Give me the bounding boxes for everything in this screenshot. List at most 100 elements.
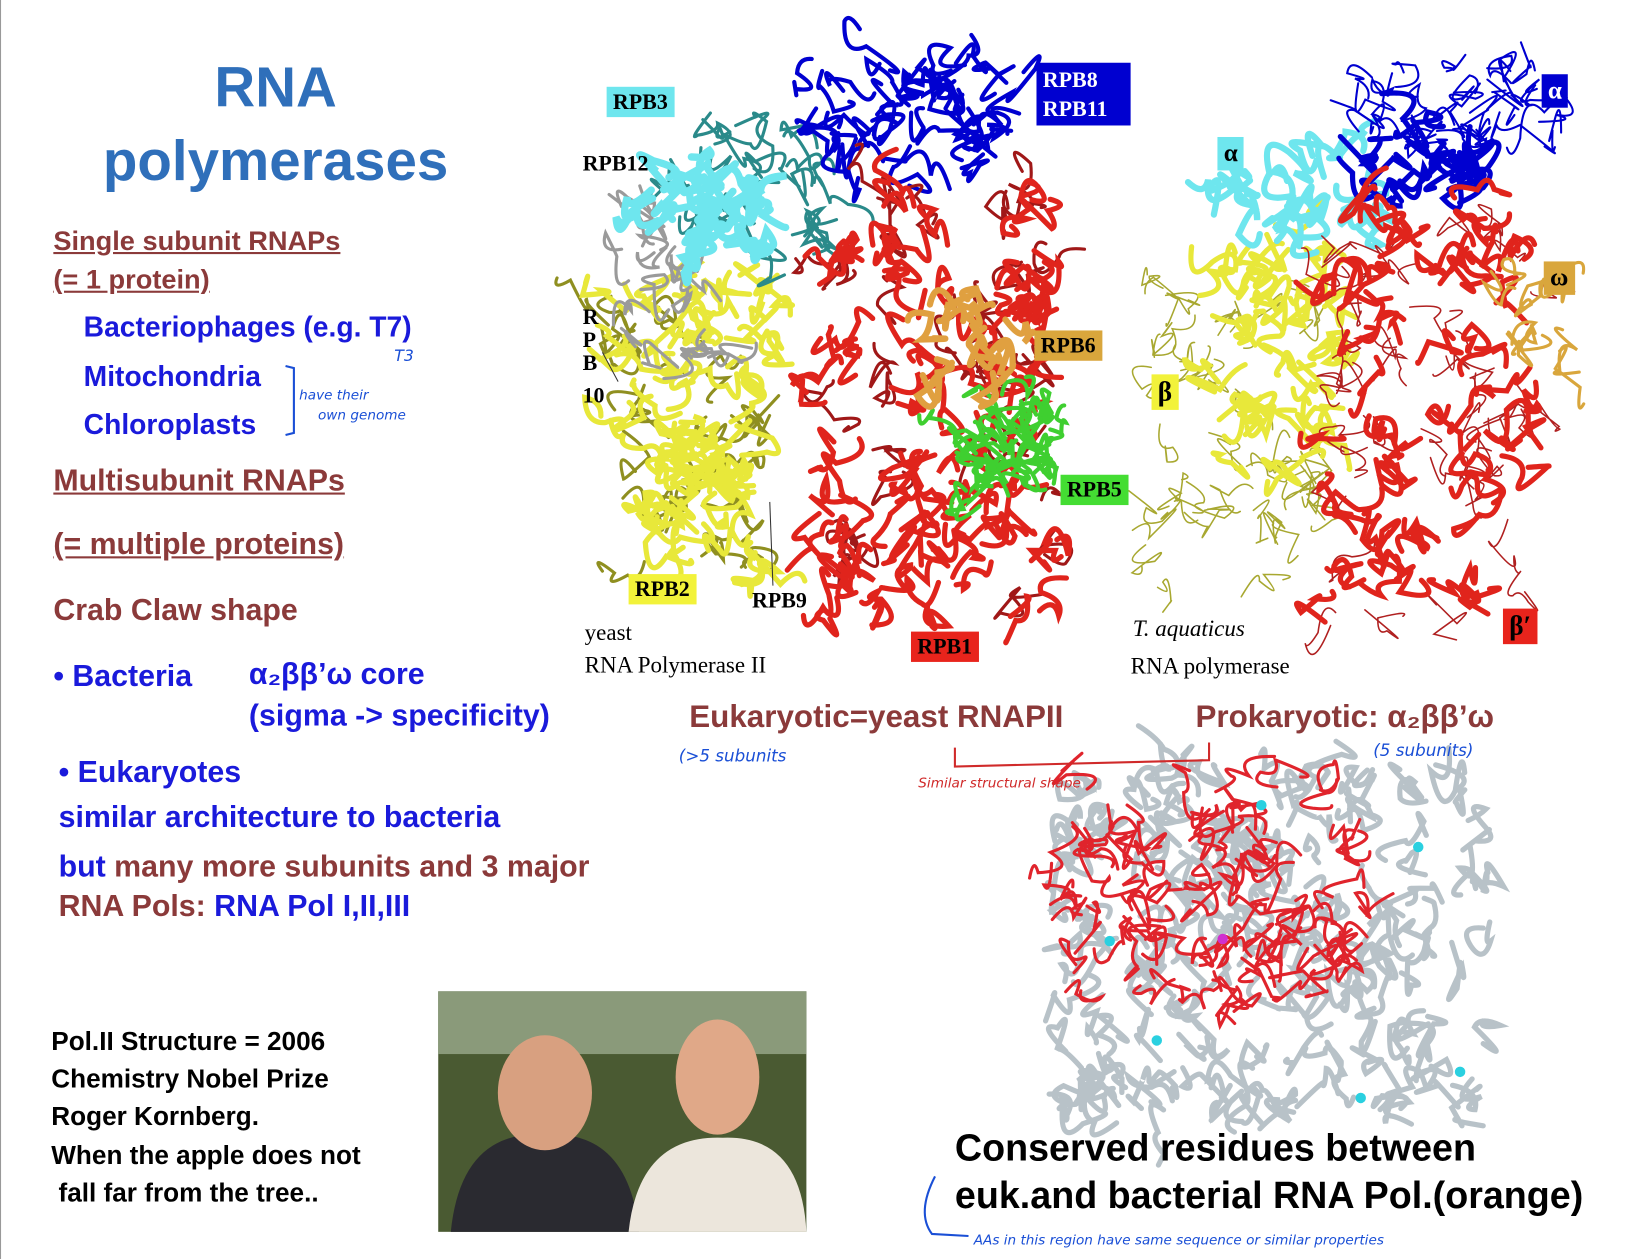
ribbon bbox=[825, 572, 859, 600]
ribbon bbox=[916, 203, 951, 248]
ribbon bbox=[1166, 862, 1213, 892]
text: Conserved residues between bbox=[954, 1126, 1476, 1170]
subunit-label: ω bbox=[1543, 261, 1575, 295]
ribbon bbox=[885, 311, 926, 364]
atom bbox=[1413, 841, 1424, 853]
ribbon bbox=[896, 57, 958, 99]
ribbon bbox=[1462, 402, 1491, 461]
ribbon bbox=[1451, 123, 1481, 141]
ribbon bbox=[1354, 1005, 1378, 1055]
ribbon bbox=[1321, 485, 1385, 517]
handwritten-note: Similar structural shape bbox=[918, 775, 1081, 792]
ribbon bbox=[1240, 945, 1277, 988]
ribbon bbox=[1118, 914, 1154, 942]
text: but bbox=[58, 850, 106, 884]
ribbon bbox=[1334, 806, 1383, 834]
subunit-label: RPB3 bbox=[606, 86, 675, 118]
ribbon bbox=[1180, 978, 1222, 1010]
ribbon bbox=[1330, 930, 1364, 971]
ribbon bbox=[1128, 490, 1181, 525]
ribbon bbox=[1426, 577, 1478, 606]
bracket bbox=[953, 742, 1211, 768]
ribbon bbox=[1158, 423, 1179, 463]
ribbon bbox=[1408, 305, 1463, 337]
bullet: • Bacteria bbox=[53, 659, 193, 694]
ribbon bbox=[1140, 266, 1164, 289]
list-item: Mitochondria bbox=[83, 360, 261, 393]
ribbon bbox=[698, 292, 740, 339]
subunit-label: B bbox=[582, 350, 598, 376]
ribbon bbox=[1457, 428, 1506, 506]
person bbox=[628, 1137, 807, 1232]
ribbon bbox=[979, 511, 1018, 549]
ribbon bbox=[1077, 824, 1115, 848]
ribbon bbox=[1319, 361, 1363, 408]
text: many more subunits and 3 major bbox=[105, 850, 590, 884]
ribbon bbox=[1328, 822, 1369, 861]
ribbon bbox=[1432, 352, 1470, 377]
ribbon bbox=[1123, 1069, 1175, 1108]
ribbon bbox=[1164, 291, 1199, 327]
ribbon bbox=[831, 132, 859, 173]
ribbon bbox=[1507, 232, 1538, 263]
ribbon bbox=[1238, 1081, 1283, 1126]
ribbon bbox=[1449, 124, 1496, 184]
ribbon bbox=[1020, 459, 1058, 493]
ribbon bbox=[1232, 313, 1253, 344]
ribbon bbox=[1507, 328, 1535, 356]
heading: Single subunit RNAPs bbox=[53, 224, 341, 257]
ribbon bbox=[1393, 563, 1432, 598]
ribbon bbox=[1285, 964, 1311, 1012]
ribbon bbox=[1361, 202, 1423, 248]
ribbon bbox=[1148, 1069, 1180, 1100]
ribbon bbox=[1243, 840, 1303, 883]
ribbon bbox=[579, 273, 630, 313]
ribbon bbox=[1548, 109, 1563, 152]
subunit-label: β′ bbox=[1502, 608, 1538, 645]
ribbon bbox=[1072, 826, 1116, 869]
ribbon bbox=[732, 550, 786, 588]
ribbon bbox=[1135, 723, 1202, 798]
ribbon bbox=[1133, 1006, 1163, 1064]
ribbon bbox=[790, 250, 835, 275]
ribbon bbox=[641, 339, 680, 370]
ribbon bbox=[749, 276, 773, 325]
ribbon bbox=[1262, 512, 1300, 564]
ribbon bbox=[1199, 843, 1239, 894]
ribbon bbox=[1346, 108, 1385, 140]
ribbon bbox=[1127, 934, 1155, 995]
ribbon bbox=[1215, 922, 1275, 970]
ribbon bbox=[1468, 59, 1513, 114]
ribbon bbox=[1448, 431, 1491, 477]
ribbon bbox=[1373, 456, 1404, 497]
ribbon bbox=[1370, 103, 1403, 139]
ribbon bbox=[1153, 810, 1178, 839]
ribbon bbox=[1133, 832, 1167, 872]
ribbon bbox=[1465, 804, 1494, 844]
ribbon bbox=[1313, 916, 1338, 947]
ribbon bbox=[734, 423, 782, 458]
ribbon bbox=[1041, 861, 1083, 898]
ribbon bbox=[1356, 553, 1403, 601]
ribbon bbox=[872, 177, 909, 213]
ribbon bbox=[1266, 932, 1284, 983]
ribbon bbox=[820, 146, 863, 204]
subunit-label: RPB11 bbox=[1042, 96, 1108, 122]
ribbon bbox=[1056, 1098, 1109, 1136]
handwritten-note: AAs in this region have same sequence or… bbox=[973, 1232, 1384, 1249]
ribbon bbox=[1415, 328, 1464, 366]
ribbon bbox=[1499, 51, 1517, 100]
ribbon bbox=[953, 559, 994, 595]
ribbon bbox=[1157, 487, 1199, 524]
pointer bbox=[769, 501, 774, 586]
ribbon bbox=[1452, 208, 1513, 234]
ribbon bbox=[1148, 1102, 1168, 1168]
ribbon bbox=[1208, 1088, 1261, 1126]
ribbon bbox=[1101, 1061, 1129, 1091]
ribbon bbox=[1329, 99, 1376, 135]
ribbon bbox=[880, 524, 917, 567]
ribbon bbox=[1008, 399, 1037, 440]
ribbon bbox=[1070, 917, 1108, 988]
text: α₂ββ’ω core bbox=[248, 657, 425, 692]
ribbon bbox=[1253, 274, 1292, 314]
